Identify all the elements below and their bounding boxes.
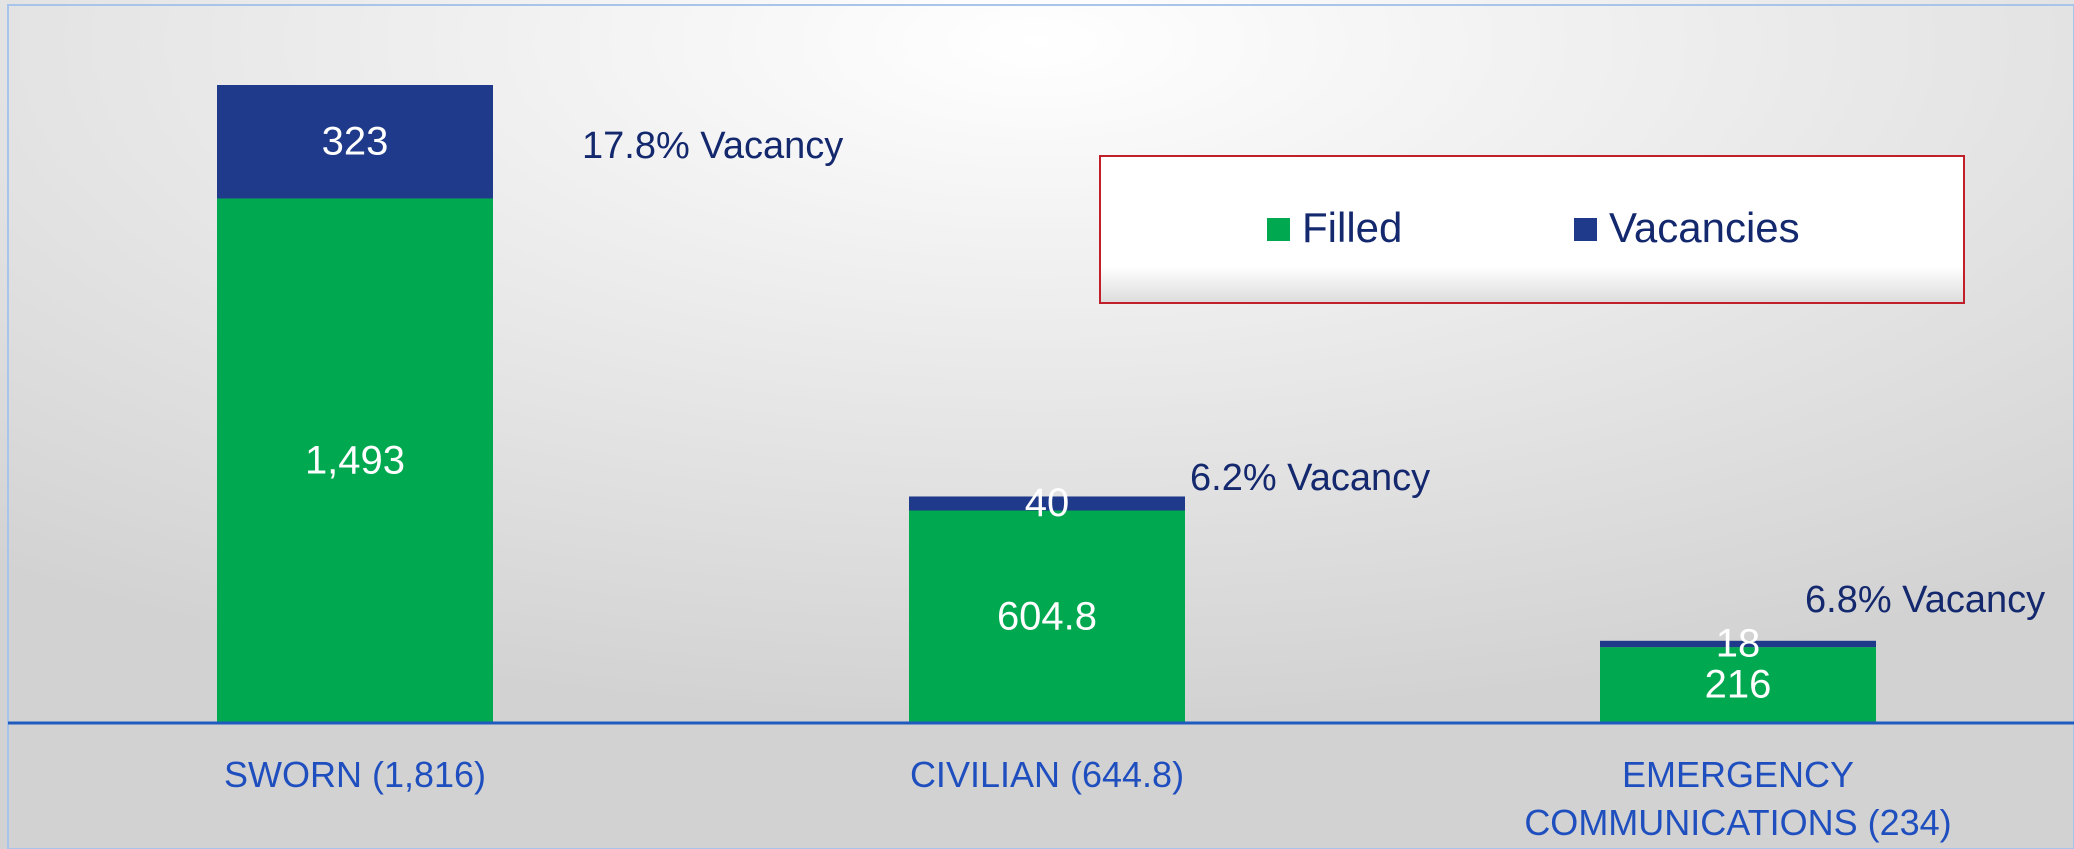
legend-label: Filled [1302, 204, 1402, 251]
legend-swatch [1267, 218, 1290, 241]
data-label: 216 [1705, 663, 1772, 707]
x-tick-label: SWORN (1,816) [223, 754, 487, 795]
frame [7, 4, 2074, 849]
x-tick-label: CIVILIAN (644.8) [909, 754, 1185, 795]
data-label: 604.8 [997, 594, 1097, 638]
bar-segment [1600, 640, 1876, 648]
annotation: 17.8% Vacancy [582, 125, 843, 167]
category-label-box: CIVILIAN (644.8) [909, 754, 1185, 795]
legend-swatch [1574, 218, 1597, 241]
bar-segment [909, 510, 1185, 723]
data-label: 40 [1025, 481, 1070, 525]
data-label: 18 [1716, 622, 1761, 666]
category-label-box: EMERGENCY COMMUNICATIONS (234) [1524, 754, 1952, 843]
bar-segment [1600, 647, 1876, 723]
data-label: 323 [322, 119, 389, 163]
annotation: 6.8% Vacancy [1805, 579, 2045, 621]
bar-segment [909, 496, 1185, 511]
bar-segment [217, 85, 493, 199]
x-tick-label: EMERGENCY COMMUNICATIONS (234) [1524, 754, 1952, 843]
bar-segment [217, 198, 493, 723]
legend-box [1099, 155, 1965, 304]
legend-label: Vacancies [1609, 204, 1800, 251]
data-label: 1,493 [305, 438, 405, 482]
annotation: 6.2% Vacancy [1190, 457, 1430, 499]
category-label-box: SWORN (1,816) [223, 754, 487, 795]
